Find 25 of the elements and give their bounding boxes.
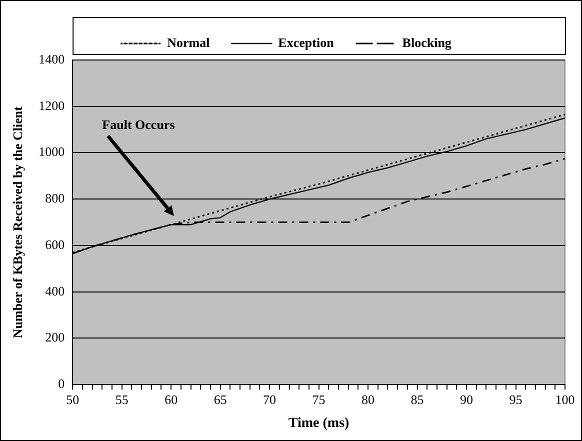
legend-label: Exception xyxy=(278,34,335,50)
y-tick-label: 1000 xyxy=(38,144,65,160)
x-tick-label: 75 xyxy=(312,392,326,407)
y-tick-label: 1400 xyxy=(38,51,65,66)
x-tick-label: 80 xyxy=(362,392,375,407)
legend-label: Normal xyxy=(167,34,210,50)
x-axis-title: Time (ms) xyxy=(288,416,350,432)
x-tick-label: 70 xyxy=(263,392,276,407)
x-tick-label: 100 xyxy=(555,392,575,407)
x-tick-label: 95 xyxy=(509,392,522,407)
x-tick-label: 60 xyxy=(164,392,178,407)
legend-label: Blocking xyxy=(402,34,452,50)
x-tick-label: 85 xyxy=(410,392,424,407)
x-tick-label: 50 xyxy=(66,392,80,407)
x-tick-label: 65 xyxy=(214,392,227,407)
x-tick-label: 55 xyxy=(115,392,128,407)
y-tick-label: 0 xyxy=(58,376,65,392)
y-tick-label: 400 xyxy=(45,283,65,298)
y-axis-title: Number of KBytes Received by the Client xyxy=(10,106,26,338)
y-tick-label: 1200 xyxy=(38,98,65,113)
y-tick-label: 600 xyxy=(45,236,65,252)
y-tick-label: 800 xyxy=(45,190,65,206)
annotation: Fault Occurs xyxy=(102,117,175,132)
x-tick-label: 90 xyxy=(460,392,474,407)
y-tick-label: 200 xyxy=(45,330,65,345)
